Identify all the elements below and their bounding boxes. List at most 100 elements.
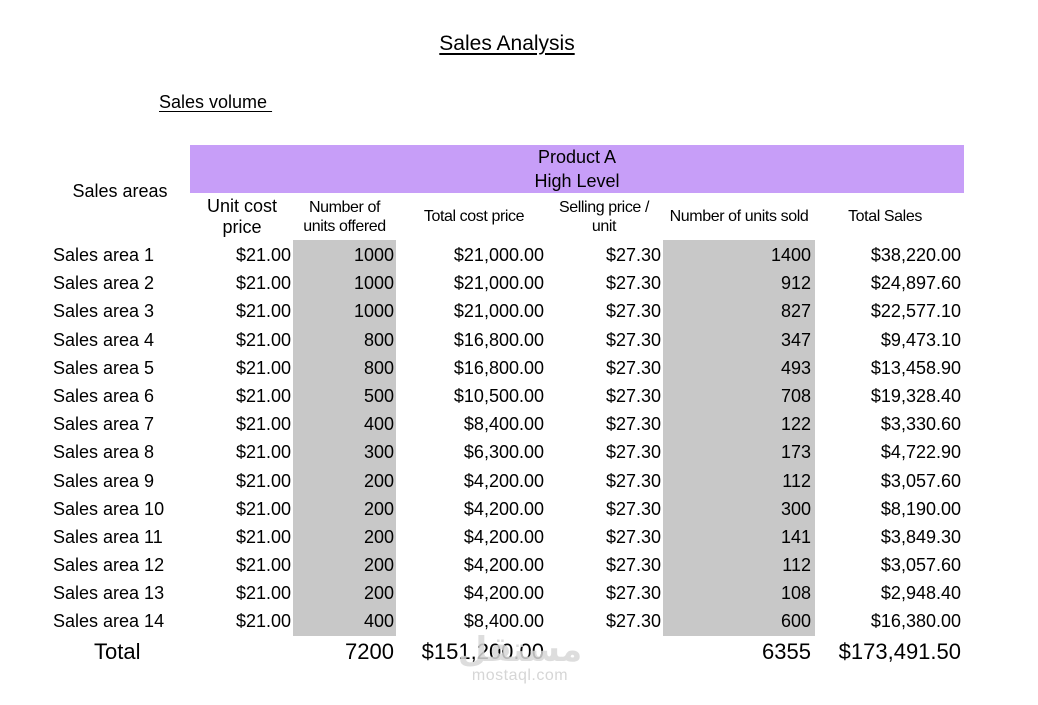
total-sales-cell: $22,577.10 <box>870 301 961 322</box>
watermark-logo: مستقل <box>457 631 583 669</box>
selling-price-cell: $27.30 <box>605 414 661 435</box>
total-units-offered: 7200 <box>345 639 394 664</box>
table-row: Sales area 10 $21.00 200 $4,200.00 $27.30 300… <box>0 495 1038 523</box>
table-row: Sales area 7 $21.00 400 $8,400.00 $27.30 122 $… <box>0 410 1038 438</box>
total-sales-cell: $8,190.00 <box>880 498 961 519</box>
sales-table-body: Sales area 1 $21.00 1000 $21,000.00 $27.30 14… <box>0 241 1038 636</box>
total-cost-cell: $4,200.00 <box>463 555 544 576</box>
selling-price-cell: $27.30 <box>605 329 661 350</box>
table-row: Sales area 3 $21.00 1000 $21,000.00 $27.30 82… <box>0 297 1038 325</box>
sales-area-name: Sales area 2 <box>53 273 155 294</box>
sales-areas-header: Sales areas <box>72 181 168 201</box>
units-offered-cell: 200 <box>363 583 394 604</box>
units-sold-cell: 112 <box>782 470 811 491</box>
total-cost-cell: $4,200.00 <box>463 526 544 547</box>
unit-cost-cell: $21.00 <box>235 329 291 350</box>
total-units-sold: 6355 <box>762 639 811 664</box>
units-sold-cell: 122 <box>780 414 811 435</box>
table-row: Sales area 2 $21.00 1000 $21,000.00 $27.30 91… <box>0 269 1038 297</box>
units-offered-cell: 200 <box>363 526 394 547</box>
total-cost-cell: $4,200.00 <box>463 583 544 604</box>
selling-price-cell: $27.30 <box>605 245 661 265</box>
unit-cost-cell: $21.00 <box>235 470 291 491</box>
unit-cost-cell: $21.00 <box>235 611 291 632</box>
watermark: مستقل mostaql.com <box>400 632 640 684</box>
table-row: Sales area 5 $21.00 800 $16,800.00 $27.30 493… <box>0 354 1038 382</box>
total-cost-price: $151,200.00 <box>421 639 544 664</box>
units-offered-shading <box>293 240 396 636</box>
total-sales-cell: $9,473.10 <box>880 329 961 350</box>
unit-cost-cell: $21.00 <box>235 414 291 435</box>
product-header-band: Product A High Level <box>190 145 964 193</box>
total-sales-cell: $3,057.60 <box>880 470 961 491</box>
total-cost-cell: $10,500.00 <box>453 385 544 406</box>
unit-cost-cell: $21.00 <box>235 555 291 576</box>
units-sold-cell: 300 <box>780 498 811 519</box>
sales-area-name: Sales area 4 <box>53 329 155 350</box>
total-sales-cell: $2,948.40 <box>880 583 961 604</box>
col-header-total-cost: Total cost price <box>423 208 525 225</box>
selling-price-cell: $27.30 <box>605 301 661 322</box>
table-row: Sales area 13 $21.00 200 $4,200.00 $27.30 108… <box>0 579 1038 607</box>
unit-cost-cell: $21.00 <box>235 301 291 322</box>
total-cost-cell: $4,200.00 <box>463 498 544 519</box>
table-row: Sales area 14 $21.00 400 $8,400.00 $27.30 600… <box>0 607 1038 635</box>
total-sales-cell: $3,330.60 <box>880 414 961 435</box>
col-header-unit-cost: Unit cost price <box>206 195 278 237</box>
total-cost-cell: $21,000.00 <box>453 245 544 265</box>
product-name: Product A <box>537 147 617 167</box>
units-sold-cell: 493 <box>780 357 811 378</box>
sales-area-name: Sales area 11 <box>53 526 163 547</box>
sales-area-name: Sales area 1 <box>53 245 155 265</box>
unit-cost-cell: $21.00 <box>235 385 291 406</box>
sales-area-name: Sales area 5 <box>53 357 155 378</box>
unit-cost-cell: $21.00 <box>235 526 291 547</box>
units-offered-cell: 1000 <box>353 301 394 322</box>
units-offered-cell: 800 <box>363 329 394 350</box>
selling-price-cell: $27.30 <box>605 498 661 519</box>
unit-cost-cell: $21.00 <box>235 245 291 265</box>
selling-price-cell: $27.30 <box>605 526 661 547</box>
total-cost-cell: $8,400.00 <box>463 414 544 435</box>
selling-price-cell: $27.30 <box>605 555 661 576</box>
table-row: Sales area 1 $21.00 1000 $21,000.00 $27.30 14… <box>0 241 1038 269</box>
selling-price-cell: $27.30 <box>605 385 661 406</box>
sales-area-name: Sales area 7 <box>53 414 155 435</box>
units-sold-cell: 708 <box>780 385 811 406</box>
units-offered-cell: 1000 <box>353 273 394 294</box>
section-subtitle: Sales volume <box>159 92 273 112</box>
units-offered-cell: 200 <box>363 555 394 576</box>
totals-label: Total <box>94 639 141 664</box>
selling-price-cell: $27.30 <box>605 442 661 463</box>
total-sales-cell: $4,722.90 <box>880 442 961 463</box>
sales-area-name: Sales area 6 <box>53 385 155 406</box>
units-offered-cell: 200 <box>363 498 394 519</box>
total-cost-cell: $16,800.00 <box>453 357 544 378</box>
table-row: Sales area 12 $21.00 200 $4,200.00 $27.30 112… <box>0 551 1038 579</box>
table-row: Sales area 8 $21.00 300 $6,300.00 $27.30 173 $… <box>0 438 1038 466</box>
units-sold-cell: 173 <box>780 442 811 463</box>
units-sold-cell: 112 <box>782 555 811 576</box>
units-offered-cell: 400 <box>363 611 394 632</box>
total-cost-cell: $21,000.00 <box>453 273 544 294</box>
total-sales-cell: $3,057.60 <box>880 555 961 576</box>
totals-row: Total 7200 $151,200.00 6355 $173,491.50 <box>0 636 1038 668</box>
units-offered-cell: 300 <box>363 442 394 463</box>
col-header-units-sold: Number of units sold <box>669 208 809 225</box>
unit-cost-cell: $21.00 <box>235 273 291 294</box>
units-sold-cell: 600 <box>780 611 811 632</box>
sales-area-name: Sales area 3 <box>53 301 155 322</box>
table-row: Sales area 9 $21.00 200 $4,200.00 $27.30 112 $… <box>0 467 1038 495</box>
unit-cost-cell: $21.00 <box>235 357 291 378</box>
selling-price-cell: $27.30 <box>605 357 661 378</box>
watermark-text: mostaql.com <box>471 667 569 684</box>
total-sales-cell: $24,897.60 <box>870 273 961 294</box>
unit-cost-cell: $21.00 <box>235 583 291 604</box>
total-sales-cell: $3,849.30 <box>880 526 961 547</box>
total-sales-cell: $13,458.90 <box>870 357 961 378</box>
unit-cost-cell: $21.00 <box>235 442 291 463</box>
units-sold-cell: 827 <box>780 301 811 322</box>
sales-area-name: Sales area 9 <box>53 470 155 491</box>
total-cost-cell: $21,000.00 <box>453 301 544 322</box>
table-row: Sales area 6 $21.00 500 $10,500.00 $27.30 708… <box>0 382 1038 410</box>
